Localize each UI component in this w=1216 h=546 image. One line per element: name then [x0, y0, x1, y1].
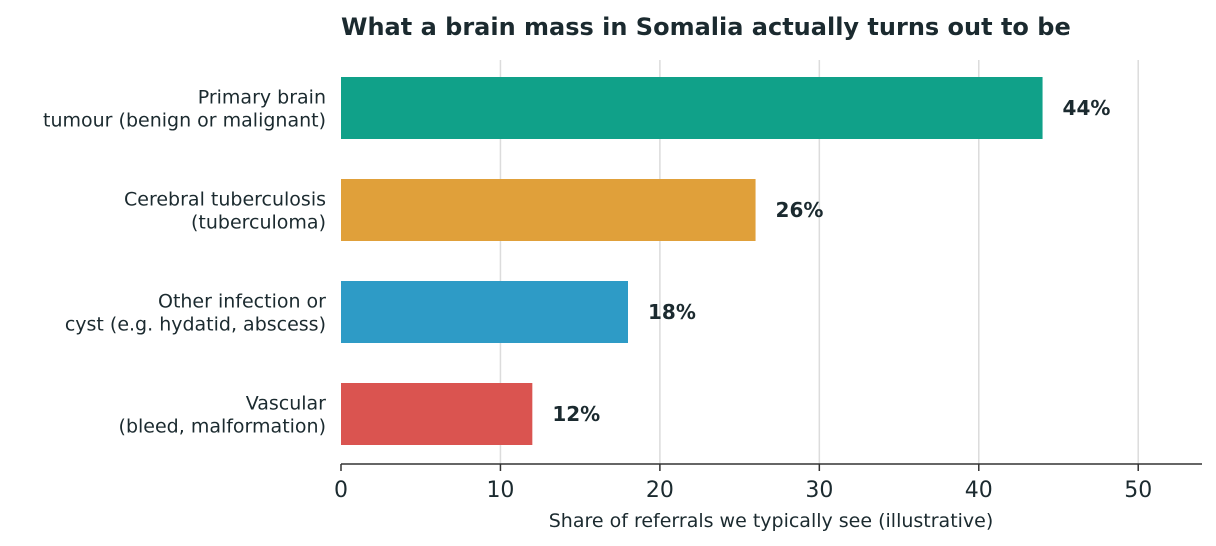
x-tick-label: 20 [646, 478, 674, 503]
x-tick-label: 30 [805, 478, 833, 503]
bar [341, 77, 1043, 139]
x-axis-ticks: 0 10 20 30 40 50 [334, 464, 1152, 503]
category-label-line: (bleed, malformation) [119, 416, 326, 438]
category-label: Primary brain tumour (benign or malignant… [43, 87, 326, 132]
category-label-line: cyst (e.g. hydatid, abscess) [65, 314, 326, 336]
value-label: 12% [552, 402, 600, 426]
value-label: 18% [648, 300, 696, 324]
chart-title: What a brain mass in Somalia actually tu… [341, 13, 1071, 41]
value-labels: 44% 26% 18% 12% [552, 96, 1110, 426]
x-axis-title: Share of referrals we typically see (ill… [549, 510, 994, 532]
x-tick-label: 40 [965, 478, 993, 503]
x-tick-label: 50 [1124, 478, 1152, 503]
category-labels: Primary brain tumour (benign or malignant… [43, 87, 326, 438]
value-label: 26% [776, 198, 824, 222]
category-label: Other infection or cyst (e.g. hydatid, ab… [65, 291, 326, 336]
bar [341, 179, 756, 241]
category-label-line: Primary brain [198, 87, 326, 109]
x-tick-label: 0 [334, 478, 348, 503]
category-label-line: tumour (benign or malignant) [43, 110, 326, 132]
bar [341, 383, 533, 445]
category-label-line: Other infection or [158, 291, 326, 313]
category-label-line: Vascular [246, 393, 326, 415]
value-label: 44% [1063, 96, 1111, 120]
category-label: Cerebral tuberculosis (tuberculoma) [124, 189, 326, 234]
bars [341, 77, 1043, 445]
bar [341, 281, 628, 343]
category-label-line: Cerebral tuberculosis [124, 189, 326, 211]
category-label-line: (tuberculoma) [191, 212, 326, 234]
x-tick-label: 10 [486, 478, 514, 503]
category-label: Vascular (bleed, malformation) [119, 393, 327, 438]
